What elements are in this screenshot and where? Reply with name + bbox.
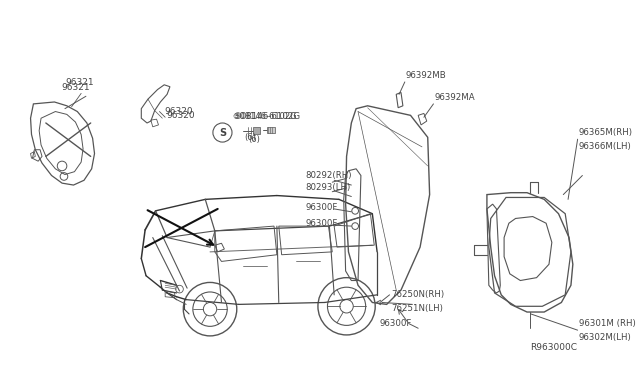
Text: 96300F: 96300F [305,219,338,228]
Text: 96300F: 96300F [380,319,412,328]
Polygon shape [268,127,275,132]
Text: 80292(RH): 80292(RH) [305,171,352,180]
Text: (6): (6) [244,134,256,142]
Polygon shape [253,127,260,134]
Text: 96321: 96321 [61,83,90,92]
Text: 80293(LH): 80293(LH) [305,183,351,192]
Text: 96392MA: 96392MA [435,93,475,102]
Text: S: S [219,128,226,138]
Text: 76250N(RH): 76250N(RH) [392,290,445,299]
Text: 96302M(LH): 96302M(LH) [579,333,631,342]
Text: 76251N(LH): 76251N(LH) [392,304,444,313]
Text: (6): (6) [248,135,260,144]
Text: 96321: 96321 [65,78,93,87]
Text: 96392MB: 96392MB [406,71,447,80]
Text: R963000C: R963000C [530,343,577,352]
Text: 96366M(LH): 96366M(LH) [579,142,631,151]
Text: 96320: 96320 [166,111,195,120]
Text: ⑤08146-6102G: ⑤08146-6102G [233,112,300,121]
Text: 96300F: 96300F [305,202,338,212]
Text: 96365M(RH): 96365M(RH) [579,128,632,137]
Text: 96301M (RH): 96301M (RH) [579,319,636,328]
Text: ⑤08146-6102G: ⑤08146-6102G [232,112,296,121]
Text: 96320: 96320 [164,107,193,116]
